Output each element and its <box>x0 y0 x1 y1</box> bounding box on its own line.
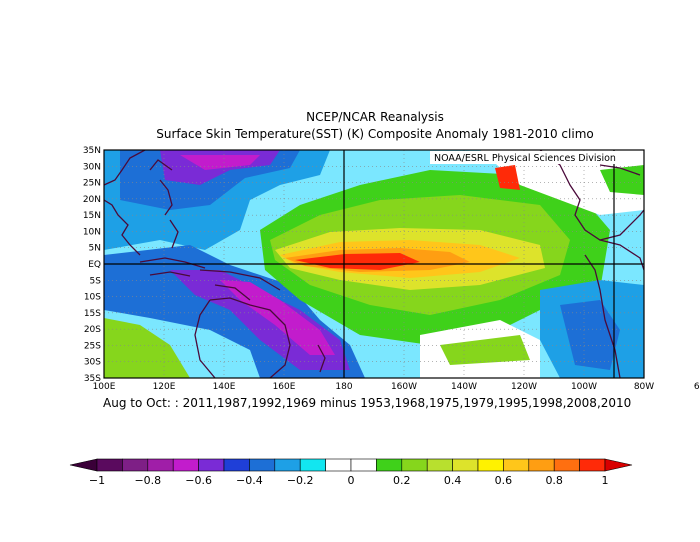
field-ne-hot <box>495 165 520 190</box>
lat-tick-label: 30S <box>84 358 101 368</box>
chart-title: NCEP/NCAR Reanalysis <box>306 110 444 124</box>
lon-tick-label: 100E <box>93 382 116 392</box>
lat-tick-label: 10N <box>83 227 101 237</box>
longitude-ticks: 100E 120E 140E 160E 180 160W 140W 120W 100W 80W 60… <box>93 382 700 392</box>
lat-tick-label: 20S <box>84 325 101 335</box>
lon-tick-label: 160E <box>273 382 296 392</box>
field-sw-warm <box>104 318 190 378</box>
map-frame <box>103 149 645 379</box>
lat-tick-label: 5N <box>89 244 101 254</box>
composite-caption: Aug to Oct: : 2011,1987,1992,1969 minus … <box>103 396 632 410</box>
coast-indonesia <box>139 257 281 301</box>
lat-tick-label: 10S <box>84 293 101 303</box>
lat-tick-label: 35S <box>84 374 101 384</box>
field-sc-warm <box>440 335 530 365</box>
lat-tick-label: 35N <box>83 146 101 156</box>
lon-tick-label: 160W <box>391 382 417 392</box>
credit-text: NOAA/ESRL Physical Sciences Division <box>434 153 616 164</box>
lat-tick-label: 25S <box>84 341 101 351</box>
lon-tick-label: 100W <box>571 382 597 392</box>
lat-tick-label: 5S <box>90 276 102 286</box>
lon-tick-label: 180 <box>335 382 352 392</box>
coast-north-america <box>539 150 644 241</box>
coastlines <box>104 150 644 378</box>
lat-tick-label: 15S <box>84 309 101 319</box>
lat-tick-label: 20N <box>83 195 101 205</box>
field-pacific-hot <box>295 253 420 270</box>
reference-lines <box>104 150 644 378</box>
coast-new-zealand <box>317 344 326 373</box>
lon-tick-label: 140E <box>213 382 236 392</box>
lon-tick-label: 120W <box>511 382 537 392</box>
latitude-ticks: 35N 30N 25N 20N 15N 10N 5N EQ 5S 10S 15S 20S 25S 30S 3… <box>83 146 101 384</box>
lon-tick-label: 140W <box>451 382 477 392</box>
credit-box <box>430 151 643 164</box>
lat-tick-label: 25N <box>83 179 101 189</box>
lon-tick-label: 120E <box>153 382 176 392</box>
lon-tick-label: 60W <box>694 382 700 392</box>
lat-tick-label: 15N <box>83 211 101 221</box>
lat-tick-label: EQ <box>88 260 101 270</box>
chart-subtitle: Surface Skin Temperature(SST) (K) Compos… <box>156 127 594 141</box>
lon-tick-label: 80W <box>634 382 654 392</box>
lat-tick-label: 30N <box>83 162 101 172</box>
coast-australia <box>194 297 291 378</box>
coast-asia <box>104 150 179 256</box>
